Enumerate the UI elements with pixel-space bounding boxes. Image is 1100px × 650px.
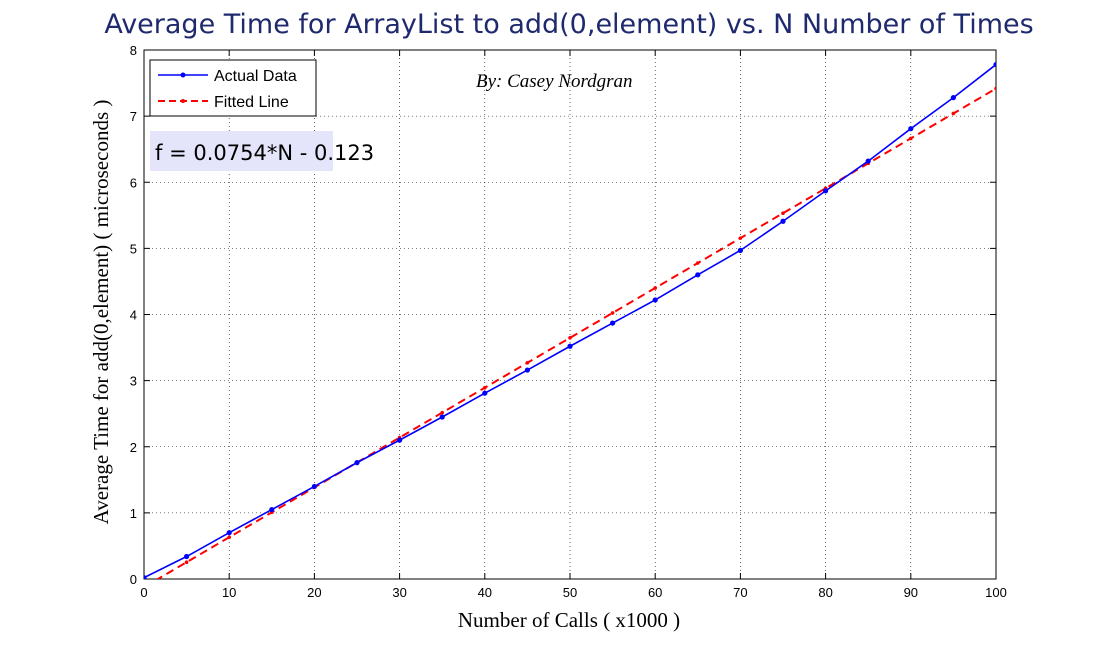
y-axis-ticks: 0 1 2 3 4 5 6 7 8 [130,43,996,587]
data-point-actual-data [144,575,147,579]
equation-box [150,131,333,171]
data-point-actual-data [908,126,914,132]
data-point-fitted-line [951,111,956,116]
data-point-fitted-line [738,236,743,240]
x-tick-label: 80 [818,585,832,600]
data-point-actual-data [950,95,957,101]
grid [144,50,996,579]
data-point-actual-data [397,437,403,443]
legend-label-actual-data: Actual Data [214,68,297,85]
y-tick-label: 2 [130,440,137,455]
x-tick-label: 70 [733,585,747,600]
data-point-actual-data [524,367,531,373]
y-tick-label: 5 [130,241,137,256]
data-point-fitted-line [909,136,913,141]
equation-annotation: f = 0.0754*N - 0.123 [150,131,374,171]
data-point-actual-data [865,158,871,164]
y-tick-label: 8 [130,43,137,58]
x-tick-label: 20 [307,585,321,600]
data-point-fitted-line [184,560,189,565]
data-point-actual-data [311,483,317,490]
data-point-fitted-line [440,410,445,415]
data-point-actual-data [652,297,658,303]
data-point-actual-data [780,218,786,224]
y-tick-label: 1 [130,506,137,521]
legend-marker-actual-data [180,72,186,78]
legend-marker-fitted-line [181,99,185,103]
data-point-actual-data [695,272,701,278]
data-point-fitted-line [994,86,996,91]
y-axis-label: Average Time for add(0,element) ( micros… [89,100,113,525]
series-group [144,61,996,579]
data-point-actual-data [567,343,573,349]
equation-text: f = 0.0754*N - 0.123 [155,141,374,165]
data-point-actual-data [610,320,616,326]
data-point-fitted-line [653,286,657,290]
data-point-actual-data [993,61,996,68]
x-tick-label: 0 [140,585,147,600]
y-tick-label: 3 [130,374,137,389]
data-point-actual-data [184,553,190,560]
data-point-actual-data [439,414,445,420]
x-axis-ticks: 0 10 20 30 40 50 60 70 80 90 100 [140,50,1007,600]
x-tick-label: 50 [563,585,577,600]
data-point-fitted-line [525,360,530,365]
data-point-fitted-line [781,211,785,215]
data-point-fitted-line [610,311,615,315]
legend-label-fitted-line: Fitted Line [214,94,289,111]
x-tick-label: 100 [985,585,1007,600]
data-point-fitted-line [483,385,487,390]
data-point-fitted-line [568,336,572,340]
x-tick-label: 90 [904,585,918,600]
y-tick-label: 7 [130,109,137,124]
data-point-actual-data [823,188,829,194]
data-point-actual-data [269,506,275,513]
data-point-fitted-line [227,535,231,540]
x-tick-label: 30 [392,585,406,600]
x-tick-label: 10 [222,585,236,600]
chart-title: Average Time for ArrayList to add(0,elem… [104,9,1033,40]
data-point-actual-data [226,530,232,536]
x-tick-label: 40 [478,585,492,600]
data-point-actual-data [482,390,488,396]
series-actual-data [144,61,996,579]
byline-annotation: By: Casey Nordgran [476,71,633,92]
y-tick-label: 6 [130,175,137,190]
legend: Actual Data Fitted Line [149,59,317,117]
x-axis-label: Number of Calls ( x1000 ) [458,608,680,632]
legend-box [149,59,317,117]
y-tick-label: 4 [130,308,137,323]
x-tick-label: 60 [648,585,662,600]
data-point-fitted-line [696,261,700,265]
data-point-actual-data [354,460,360,466]
data-point-actual-data [737,247,744,253]
y-tick-label: 0 [130,572,137,587]
